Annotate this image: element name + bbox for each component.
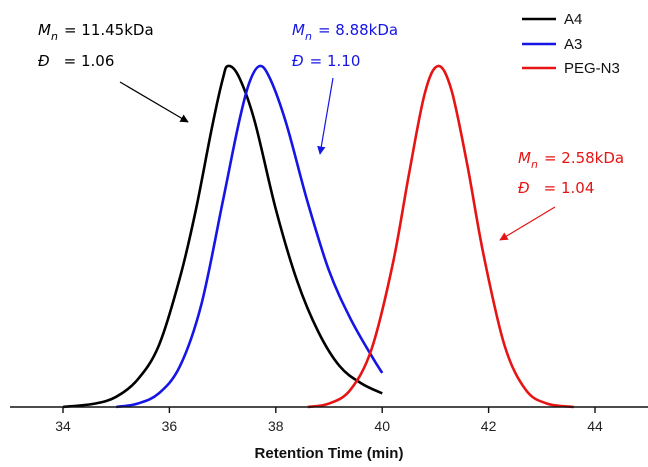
x-tick-label: 40 (374, 418, 390, 434)
annotation-a4: Mn = 11.45kDa Đ = 1.06 (38, 21, 189, 123)
svg-text:Mn= 8.88kDa: Mn = 8.88kDa (292, 21, 398, 43)
svg-text:Mn= 2.58kDa: Mn = 2.58kDa (518, 149, 624, 171)
x-tick-label: 38 (268, 418, 284, 434)
svg-text:Đ= 1.04: Đ = 1.04 (518, 179, 594, 197)
series-line-a3 (115, 64, 384, 409)
svg-text:Đ= 1.06: Đ = 1.06 (38, 52, 114, 70)
annotation-peg-n3: Mn = 2.58kDa Đ = 1.04 (499, 149, 624, 241)
annotation-arrow-a3 (317, 77, 334, 155)
annotation-arrow-peg-n3 (499, 206, 556, 241)
legend-label-a3: A3 (564, 36, 582, 53)
mn-symbol: M (518, 149, 531, 167)
series-line-a4 (62, 64, 383, 409)
mn-subscript: n (531, 158, 538, 171)
svg-text:Đ= 1.10: Đ = 1.10 (292, 52, 360, 70)
legend-label-a4: A4 (564, 11, 582, 28)
svg-text:Mn= 11.45kDa: Mn = 11.45kDa (38, 21, 154, 43)
legend-label-peg-n3: PEG-N3 (564, 60, 620, 77)
x-tick-label: 42 (481, 418, 497, 434)
x-tick-label: 34 (55, 418, 71, 434)
mn-value: = 11.45kDa (64, 21, 154, 39)
dispersity-value: = 1.10 (310, 52, 361, 70)
mn-symbol: M (292, 21, 305, 39)
x-tick-label: 36 (162, 418, 178, 434)
x-tick-label: 44 (587, 418, 603, 434)
annotation-a3: Mn = 8.88kDa Đ = 1.10 (292, 21, 398, 155)
legend: A4 A3 PEG-N3 (522, 11, 620, 77)
dispersity-symbol: Đ (518, 179, 530, 197)
annotation-arrow-a4 (119, 81, 189, 123)
dispersity-symbol: Đ (292, 52, 304, 70)
mn-value: = 8.88kDa (318, 21, 398, 39)
mn-value: = 2.58kDa (544, 149, 624, 167)
mn-subscript: n (305, 30, 312, 43)
dispersity-value: = 1.04 (544, 179, 595, 197)
x-axis-title: Retention Time (min) (255, 445, 404, 462)
mn-symbol: M (38, 21, 51, 39)
dispersity-value: = 1.06 (64, 52, 115, 70)
x-axis-ticks: 34 36 38 40 42 44 (55, 407, 603, 434)
dispersity-symbol: Đ (38, 52, 50, 70)
mn-subscript: n (51, 30, 58, 43)
series-line-peg-n3 (307, 64, 574, 409)
